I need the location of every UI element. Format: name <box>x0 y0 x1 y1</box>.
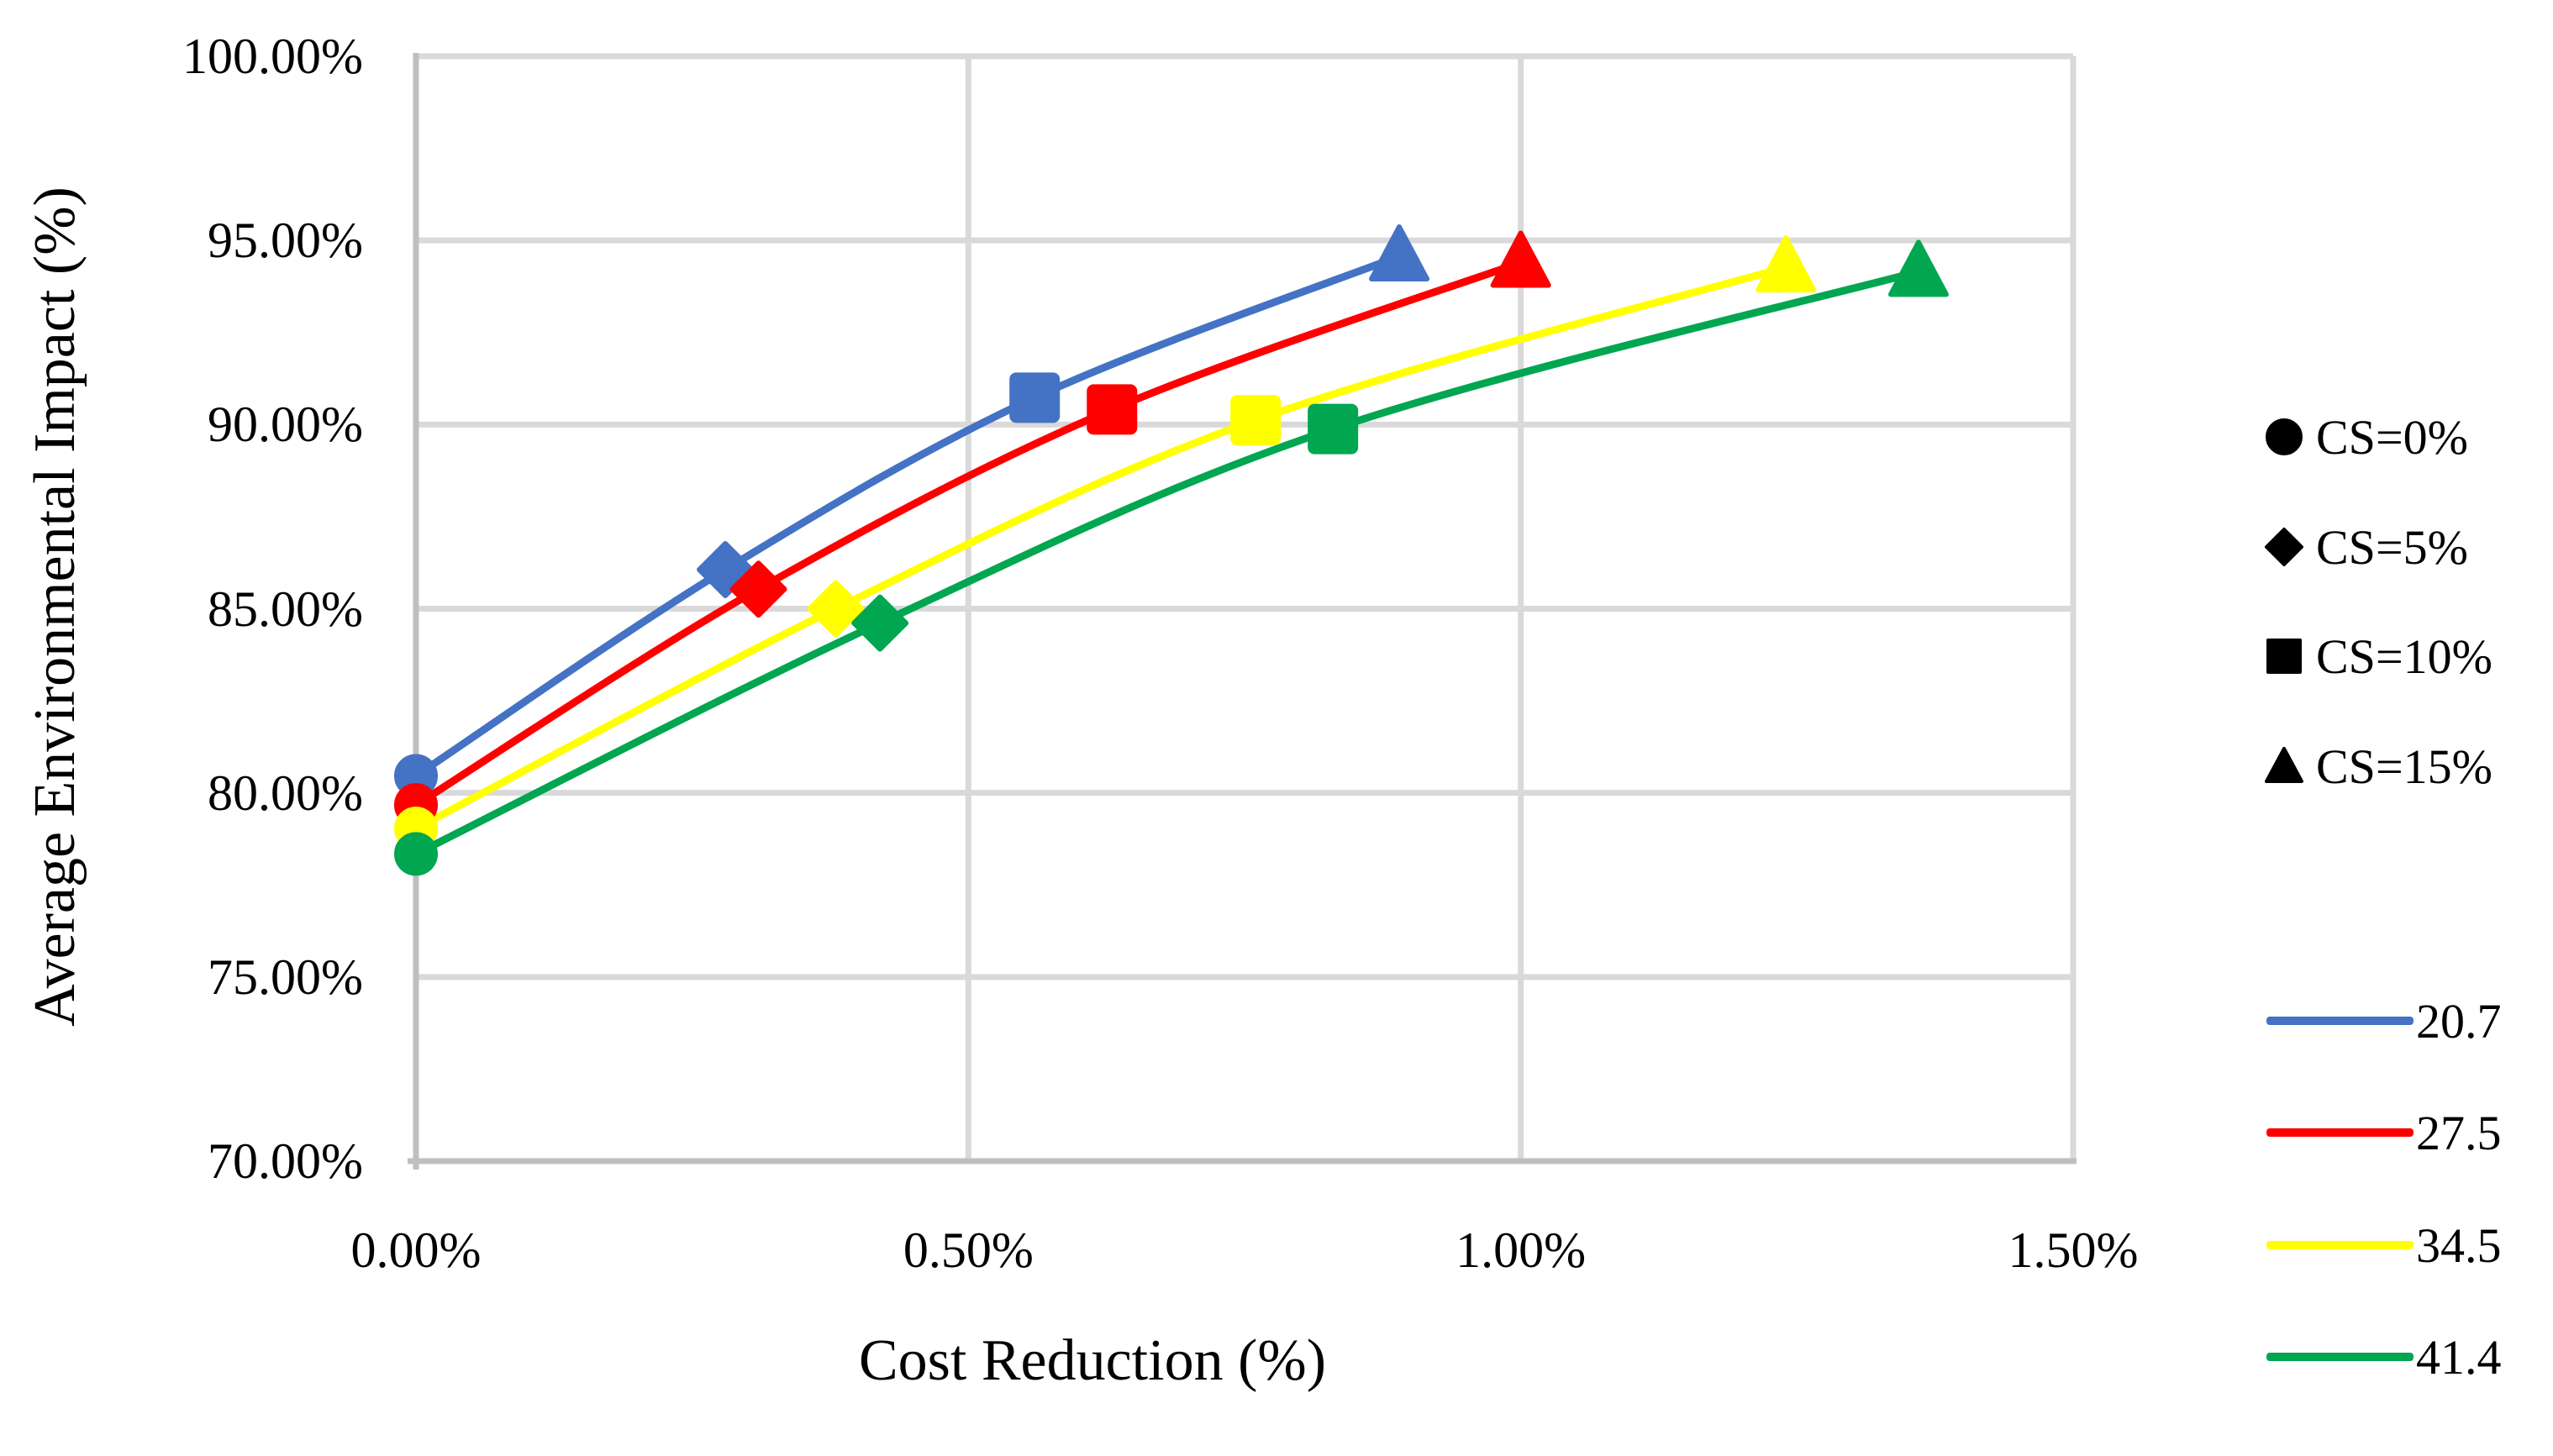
y-axis-title: Average Environmental Impact (%) <box>23 187 87 1027</box>
y-tick-label: 90.00% <box>208 397 363 453</box>
x-tick-label: 1.50% <box>2008 1222 2139 1278</box>
marker-triangle-27.5 <box>1490 230 1551 288</box>
series-line-20.7 <box>412 252 1403 781</box>
x-axis-title: Cost Reduction (%) <box>858 1328 1327 1393</box>
y-tick-label: 80.00% <box>208 765 363 821</box>
marker-triangle-34.5 <box>1756 235 1817 293</box>
x-tick-label: 0.50% <box>903 1222 1034 1278</box>
marker-diamond-27.5 <box>729 560 787 618</box>
y-tick-label: 75.00% <box>208 949 363 1005</box>
x-tick-label: 1.00% <box>1455 1222 1587 1278</box>
series-line-34.5 <box>412 263 1790 833</box>
marker-triangle-20.7 <box>1369 224 1430 282</box>
y-tick-label: 70.00% <box>208 1133 363 1189</box>
marker-square-27.5 <box>1087 384 1138 435</box>
x-tick-label: 0.00% <box>350 1222 482 1278</box>
series-line-27.5 <box>412 259 1525 809</box>
marker-square-41.4 <box>1308 403 1359 455</box>
series-line-41.4 <box>412 267 1923 858</box>
marker-square-20.7 <box>1009 372 1061 423</box>
marker-circle-41.4 <box>394 832 438 876</box>
marker-diamond-41.4 <box>851 594 909 652</box>
marker-triangle-41.4 <box>1887 239 1949 297</box>
y-tick-label: 85.00% <box>208 581 363 637</box>
marker-diamond-34.5 <box>807 580 865 638</box>
y-tick-label: 95.00% <box>208 213 363 269</box>
marker-square-34.5 <box>1230 395 1282 446</box>
y-tick-label: 100.00% <box>182 29 363 84</box>
